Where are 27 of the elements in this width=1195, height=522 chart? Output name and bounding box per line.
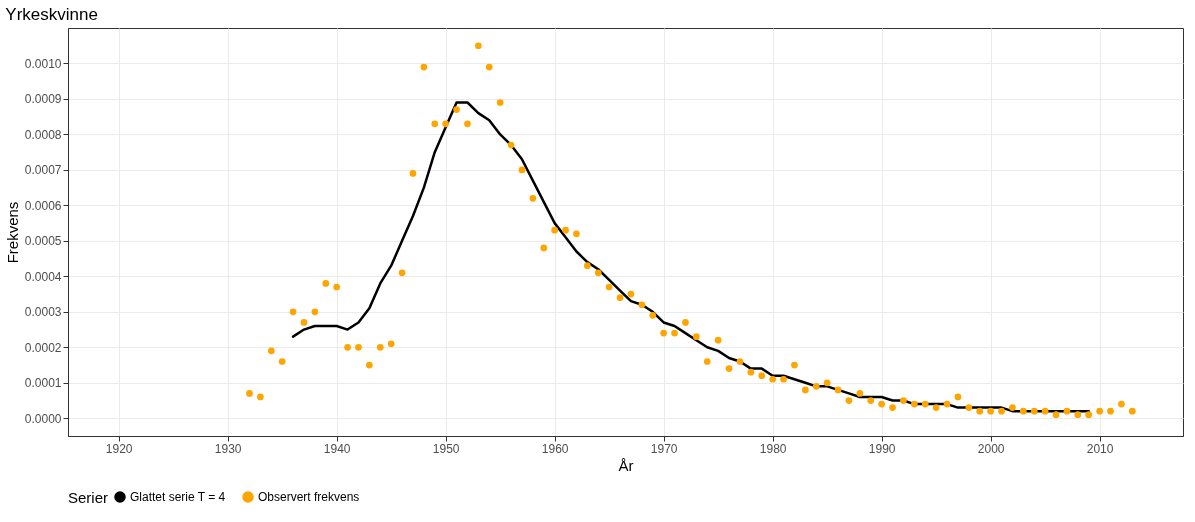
y-tick-label: 0.0001: [24, 376, 62, 391]
x-tick-label: 1920: [105, 441, 133, 456]
x-axis-title: År: [618, 456, 634, 474]
x-tick-label: 1990: [868, 441, 896, 456]
y-tick-label: 0.0002: [24, 340, 62, 355]
x-tick-label: 1950: [432, 441, 460, 456]
x-tick-label: 1960: [541, 441, 569, 456]
x-tick-label: 1930: [214, 441, 242, 456]
y-tick-label: 0.0008: [24, 127, 62, 142]
legend-title: Serier: [68, 489, 109, 506]
chart-title: Yrkeskvinne: [5, 5, 98, 24]
y-tick-label: 0.0003: [24, 305, 62, 320]
x-tick-label: 1940: [323, 441, 351, 456]
y-tick-label: 0.0009: [24, 92, 62, 107]
y-tick-label: 0.0007: [24, 163, 62, 178]
y-tick-label: 0.0000: [24, 411, 62, 426]
y-tick-label: 0.0004: [24, 269, 62, 284]
x-tick-label: 1980: [759, 441, 787, 456]
y-tick-label: 0.0006: [24, 198, 62, 213]
x-tick-label: 1970: [650, 441, 678, 456]
x-tick-label: 2000: [977, 441, 1005, 456]
y-tick-label: 0.0005: [24, 234, 62, 249]
legend-label: Observert frekvens: [258, 490, 360, 504]
y-tick-label: 0.0010: [24, 56, 62, 71]
legend-label: Glattet serie T = 4: [130, 490, 226, 504]
y-axis-title: Frekvens: [3, 201, 21, 264]
x-tick-label: 2010: [1086, 441, 1114, 456]
